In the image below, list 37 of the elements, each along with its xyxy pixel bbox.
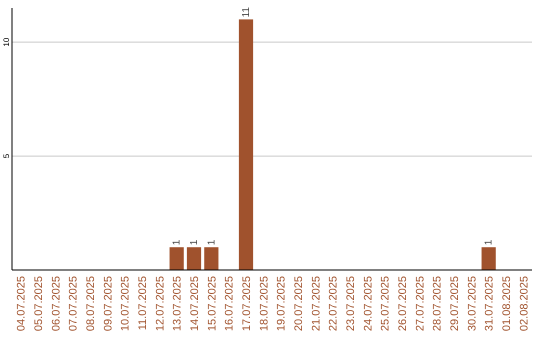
x-tick-label: 15.07.2025 bbox=[206, 276, 218, 332]
x-tick-label: 20.07.2025 bbox=[293, 276, 305, 332]
y-tick-label: 10 bbox=[2, 37, 11, 47]
x-tick-label: 13.07.2025 bbox=[172, 276, 184, 332]
data-label: 11 bbox=[241, 6, 252, 18]
x-tick-label: 14.07.2025 bbox=[189, 276, 201, 332]
x-tick-label: 06.07.2025 bbox=[50, 276, 62, 332]
x-tick-label: 26.07.2025 bbox=[397, 276, 409, 332]
x-tick-label: 22.07.2025 bbox=[328, 276, 340, 332]
x-tick-label: 01.08.2025 bbox=[501, 276, 513, 332]
x-tick-label: 18.07.2025 bbox=[258, 276, 270, 332]
x-tick-label: 30.07.2025 bbox=[466, 276, 478, 332]
x-tick-label: 12.07.2025 bbox=[154, 276, 166, 332]
x-tick-label: 05.07.2025 bbox=[33, 276, 45, 332]
data-label: 1 bbox=[206, 239, 218, 246]
data-label: 1 bbox=[172, 239, 183, 246]
x-tick-label: 17.07.2025 bbox=[241, 276, 253, 332]
x-tick-label: 08.07.2025 bbox=[85, 276, 97, 332]
x-tick-label: 10.07.2025 bbox=[120, 276, 132, 332]
x-tick-label: 11.07.2025 bbox=[137, 276, 149, 330]
data-label: 1 bbox=[189, 239, 200, 246]
data-label: 1 bbox=[484, 239, 495, 246]
x-tick-label: 02.08.2025 bbox=[518, 276, 530, 332]
x-tick-label: 04.07.2025 bbox=[16, 276, 28, 332]
x-tick-label: 21.07.2025 bbox=[310, 276, 322, 332]
x-tick-label: 16.07.2025 bbox=[224, 276, 236, 332]
x-tick-label: 07.07.2025 bbox=[68, 276, 80, 332]
x-tick-label: 25.07.2025 bbox=[380, 276, 392, 332]
x-tick-label: 28.07.2025 bbox=[432, 276, 444, 332]
x-tick-label: 23.07.2025 bbox=[345, 276, 357, 332]
x-tick-label: 29.07.2025 bbox=[449, 276, 461, 332]
x-tick-label: 19.07.2025 bbox=[276, 276, 288, 332]
x-tick-label: 24.07.2025 bbox=[362, 276, 374, 332]
x-tick-label: 31.07.2025 bbox=[484, 276, 496, 332]
x-tick-label: 27.07.2025 bbox=[414, 276, 426, 332]
y-tick-label: 5 bbox=[2, 153, 11, 158]
x-tick-label: 09.07.2025 bbox=[102, 276, 114, 332]
